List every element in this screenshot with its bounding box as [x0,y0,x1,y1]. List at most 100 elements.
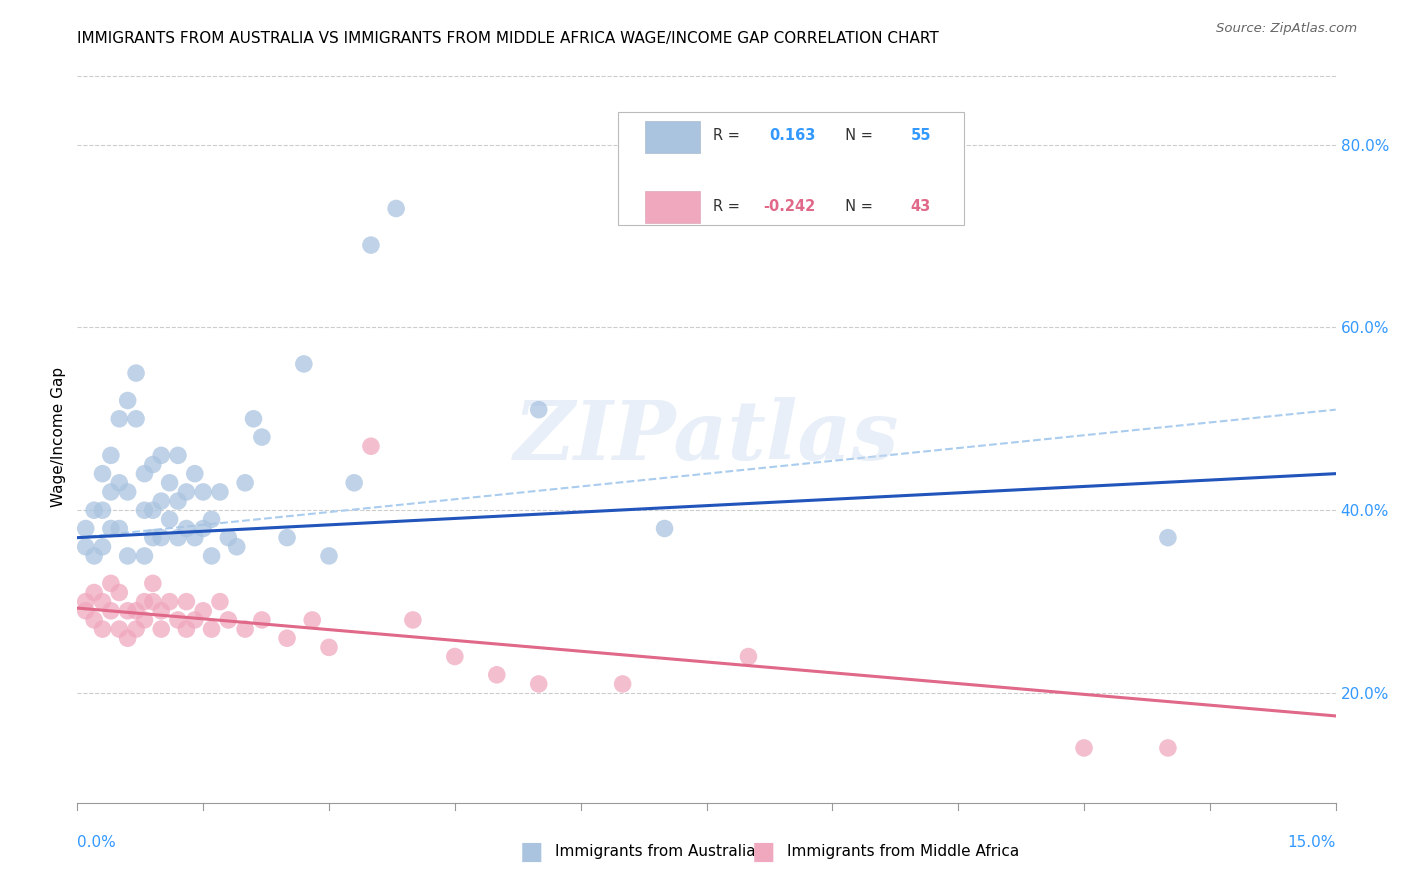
Point [83,503,105,517]
Text: Immigrants from Australia: Immigrants from Australia [555,845,756,859]
Point [159,475,181,490]
Point [75,604,97,618]
Point [176,594,198,608]
Point [167,494,190,508]
Text: 0.163: 0.163 [769,128,815,144]
Point [402,613,425,627]
Point [125,604,148,618]
Point [385,202,408,216]
Point [276,632,298,646]
Text: 0.0%: 0.0% [77,835,117,850]
Point [142,458,165,472]
Point [91,467,114,481]
Text: 43: 43 [910,199,931,214]
Point [176,521,198,535]
Point [737,649,759,664]
Text: ■: ■ [520,840,544,863]
Point [191,485,215,500]
Point [318,549,340,563]
Point [134,467,156,481]
Point [200,622,222,636]
Point [176,622,198,636]
Point [191,521,215,535]
Point [527,677,550,691]
Text: R =: R = [713,199,744,214]
Point [159,512,181,526]
Point [150,494,173,508]
Point [134,613,156,627]
Point [167,613,190,627]
Point [191,604,215,618]
Point [208,485,231,500]
Point [150,604,173,618]
Point [233,475,256,490]
Point [200,512,222,526]
Point [217,613,239,627]
Point [91,503,114,517]
Point [134,549,156,563]
Point [91,622,114,636]
Point [159,594,181,608]
Point [134,503,156,517]
Point [83,613,105,627]
Point [142,594,165,608]
Point [83,549,105,563]
Point [75,594,97,608]
Point [654,521,676,535]
Point [233,622,256,636]
Y-axis label: Wage/Income Gap: Wage/Income Gap [51,367,66,508]
Point [83,585,105,599]
Point [485,667,508,681]
Point [100,521,122,535]
Point [200,549,222,563]
Point [301,613,323,627]
Point [150,448,173,462]
Point [1157,531,1180,545]
Point [318,640,340,655]
Point [612,677,634,691]
Text: 55: 55 [910,128,931,144]
Point [142,503,165,517]
Point [125,366,148,380]
Point [75,540,97,554]
Point [360,439,382,453]
Point [242,412,264,426]
Text: N =: N = [837,199,877,214]
Text: Immigrants from Middle Africa: Immigrants from Middle Africa [787,845,1019,859]
Text: 15.0%: 15.0% [1288,835,1336,850]
Point [91,594,114,608]
Point [100,576,122,591]
Point [292,357,315,371]
Text: -0.242: -0.242 [763,199,815,214]
Point [100,604,122,618]
FancyBboxPatch shape [645,191,700,223]
Point [75,521,97,535]
Point [117,604,139,618]
Point [184,467,207,481]
Text: Source: ZipAtlas.com: Source: ZipAtlas.com [1216,22,1357,36]
Point [250,613,273,627]
Text: N =: N = [837,128,877,144]
Point [225,540,247,554]
Point [100,448,122,462]
Point [125,622,148,636]
Point [142,531,165,545]
Point [108,585,131,599]
Point [527,402,550,417]
Text: R =: R = [713,128,744,144]
FancyBboxPatch shape [645,121,700,153]
Point [134,594,156,608]
Point [117,632,139,646]
Point [108,475,131,490]
Point [1073,740,1095,755]
Point [117,549,139,563]
Text: IMMIGRANTS FROM AUSTRALIA VS IMMIGRANTS FROM MIDDLE AFRICA WAGE/INCOME GAP CORRE: IMMIGRANTS FROM AUSTRALIA VS IMMIGRANTS … [77,31,939,46]
Point [108,521,131,535]
Point [184,531,207,545]
Point [167,531,190,545]
Point [125,412,148,426]
Point [208,594,231,608]
Point [117,485,139,500]
FancyBboxPatch shape [619,112,965,225]
Point [150,531,173,545]
